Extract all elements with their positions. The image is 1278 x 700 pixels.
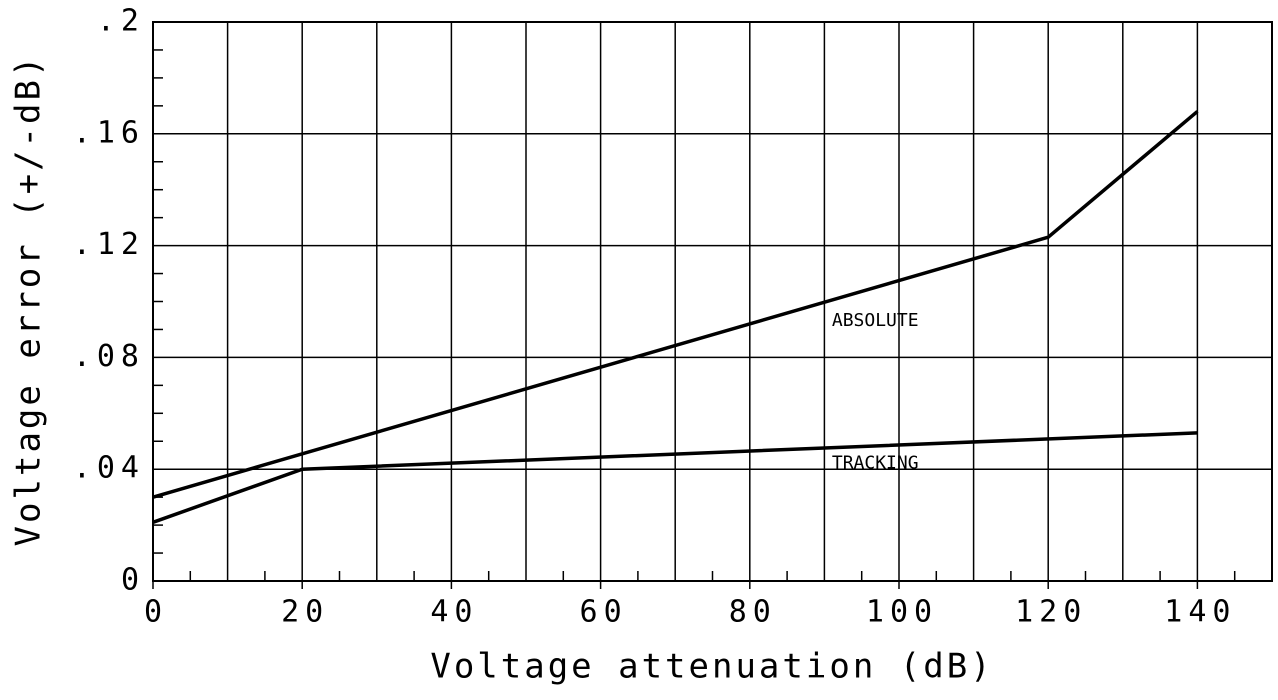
y-tick-label: .12: [73, 227, 145, 262]
x-tick-label: 80: [729, 595, 777, 630]
y-tick-label: .16: [73, 115, 145, 150]
y-tick-label: .08: [73, 339, 145, 374]
x-tick-label: 40: [430, 595, 478, 630]
y-tick-label: .04: [73, 451, 145, 486]
x-tick-label: 20: [281, 595, 329, 630]
y-tick-label: 0: [121, 563, 145, 598]
y-axis-label: Voltage error (+/-dB): [9, 54, 49, 547]
plot-frame: [152, 21, 1273, 582]
x-tick-label: 100: [866, 595, 938, 630]
x-tick-label: 60: [580, 595, 628, 630]
series-line: [152, 431, 1198, 524]
x-axis-label: Voltage attenuation (dB): [430, 647, 993, 687]
series-line: [152, 110, 1199, 499]
x-tick-label: 120: [1015, 595, 1087, 630]
annotation: ABSOLUTE: [832, 310, 919, 331]
x-tick-label: 140: [1164, 595, 1236, 630]
x-tick-label: 0: [144, 595, 168, 630]
y-tick-label: .2: [97, 4, 145, 39]
annotation: TRACKING: [832, 453, 919, 474]
